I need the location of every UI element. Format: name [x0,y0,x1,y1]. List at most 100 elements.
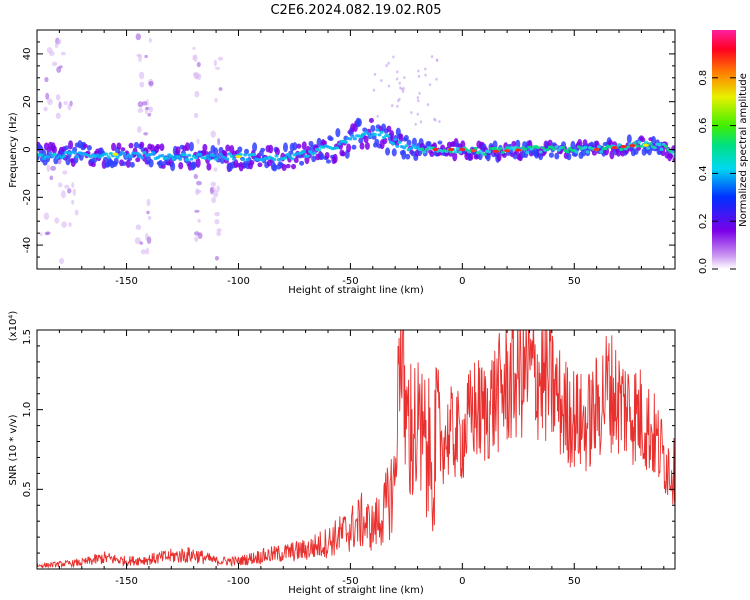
colorbar-tick-label: 0.8 [698,70,709,86]
spectral-cell [525,150,530,155]
spectral-cell [170,161,176,172]
spectral-cell [652,146,657,150]
noise-speck [136,126,142,133]
spectrogram-panel: -150 -100 -50 0 50 -40 -20 0 20 40 Height of str… [8,29,676,296]
spectral-cell [664,144,669,148]
spectral-cell [316,137,322,148]
spectral-cell [176,155,181,159]
spectral-peak [620,145,627,149]
noise-speck [214,211,220,217]
x-tick-label: 50 [568,576,581,587]
spectral-cell [231,157,236,161]
spectral-cell [106,155,111,159]
x-tick-label: -100 [227,576,250,587]
noise-speck [387,84,391,88]
spectral-cell [274,147,280,156]
spectral-cell [646,146,651,150]
spectral-cell [260,147,266,153]
spectral-cell [169,154,174,158]
spectral-cell [422,150,427,154]
spectral-cell [214,157,219,161]
noise-speck [417,74,421,78]
noise-speck [47,98,53,106]
spectral-cell [657,142,662,147]
spectral-cell [482,152,487,157]
spectral-cell [670,150,675,154]
noise-speck [50,165,57,171]
noise-speck [402,87,405,91]
spectral-cell [496,153,502,162]
spectral-cell [406,139,412,146]
spectral-cell [272,157,277,162]
noise-speck [430,55,434,59]
spectral-cell [386,134,391,138]
noise-speck [395,77,399,81]
spectral-cell [363,135,369,144]
noise-speck [193,54,198,63]
spectral-cell [386,125,392,133]
spectral-cell [113,157,119,165]
noise-speck [146,198,151,207]
figure-title: C2E6.2024.082.19.02.R05 [270,3,441,18]
spectral-cell [128,142,134,149]
spectral-cell [626,134,632,144]
spectral-cell [213,147,219,155]
spectral-cell [160,154,165,158]
spectral-cell [135,151,140,156]
spectral-cell [159,143,165,151]
spectral-cell [117,153,122,157]
spectral-cell [538,150,543,154]
noise-speck [46,47,53,54]
noise-speck [435,77,438,81]
spectral-cell [377,133,382,137]
spectral-cell [556,148,561,152]
snr-y-axis: 0.5 1.0 1.5 [22,329,675,554]
noise-speck [214,98,218,103]
spectral-cell [554,145,559,149]
spectral-cell [116,142,122,150]
spectral-cell [282,142,288,153]
noise-speck [58,65,63,69]
spectral-cell [311,155,317,163]
spectral-cell [359,142,365,150]
spectral-cell [61,154,66,158]
noise-speck [146,210,150,215]
spectral-cell [283,156,288,160]
x-tick-label: -150 [115,276,138,287]
spectral-cell [252,152,257,157]
noise-speck [59,257,65,265]
spectral-cell [585,150,590,154]
spectral-cell [187,153,192,157]
noise-speck [396,70,399,74]
spectral-cell [64,145,70,151]
spectral-cell [581,148,587,157]
spectral-cell [140,156,145,160]
noise-speck [45,92,50,100]
noise-speck [196,180,202,186]
spectral-cell [135,157,141,163]
spectral-cell [547,139,553,147]
spectral-cell [397,140,402,144]
spectral-cell [249,159,255,166]
noise-speck [403,76,406,80]
noise-speck [212,190,219,198]
noise-speck [60,51,66,56]
spectral-cell [625,145,630,149]
noise-speck [148,37,152,43]
spectral-cell [103,156,109,162]
spectral-cell [401,149,407,160]
spectral-cell [408,146,413,151]
spectrogram-x-axis: -150 -100 -50 0 50 [58,30,665,287]
spectral-cell [458,150,463,154]
spectral-cell [308,150,313,154]
noise-speck [424,67,427,71]
spectral-cell [492,140,498,149]
spectral-cell [108,152,113,156]
spectral-cell [188,141,194,152]
spectral-cell [398,133,404,143]
spectrogram-y-axis: -40 -20 0 20 40 [22,41,675,258]
noise-speck [74,209,79,216]
spectral-cell [617,143,622,147]
spectral-cell [346,143,352,153]
